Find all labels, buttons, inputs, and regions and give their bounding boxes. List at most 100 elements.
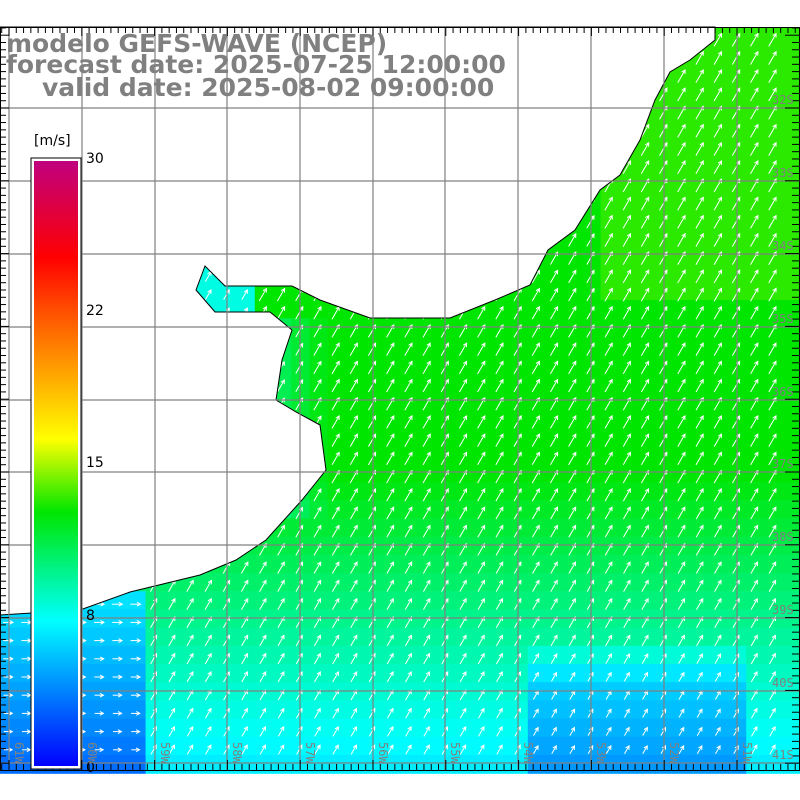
speed-cell [400, 645, 420, 665]
speed-cell [527, 354, 547, 374]
speed-cell [109, 609, 128, 629]
wind-arrow [241, 597, 249, 610]
wind-arrow [331, 415, 340, 429]
speed-cell [764, 463, 784, 483]
speed-cell [673, 63, 693, 83]
wind-arrow [350, 634, 358, 647]
speed-cell [109, 718, 128, 738]
wind-arrow [677, 87, 686, 102]
wind-arrow [131, 747, 141, 753]
wind-arrow [531, 342, 540, 356]
speed-cell [564, 627, 583, 647]
speed-cell [746, 573, 765, 592]
wind-arrow [641, 561, 649, 574]
speed-cell [709, 154, 729, 174]
speed-cell [709, 63, 729, 83]
wind-arrow [531, 360, 540, 375]
speed-cell [418, 445, 438, 465]
wind-arrow [130, 601, 142, 607]
wind-arrow [405, 725, 412, 737]
speed-cell [764, 427, 784, 447]
speed-cell [564, 591, 583, 610]
speed-cell [691, 554, 711, 574]
wind-arrow [695, 415, 704, 429]
speed-cell [309, 627, 329, 647]
wind-arrow [769, 725, 776, 737]
speed-cell [455, 645, 474, 665]
speed-cell [691, 81, 711, 101]
speed-cell [618, 227, 638, 246]
speed-cell [709, 81, 729, 101]
speed-cell [764, 591, 784, 610]
speed-cell [491, 372, 511, 392]
wind-arrow [277, 689, 285, 701]
speed-cell [691, 518, 711, 538]
speed-cell [600, 336, 620, 356]
wind-arrow [349, 524, 358, 538]
wind-arrow [313, 342, 322, 356]
wind-arrow [477, 689, 485, 701]
speed-cell [200, 645, 219, 665]
speed-cell [455, 536, 474, 556]
speed-cell [345, 518, 365, 538]
wind-arrow [713, 87, 723, 102]
wind-arrow [750, 123, 759, 138]
speed-cell [600, 445, 620, 465]
speed-cell [746, 609, 765, 629]
speed-cell [218, 645, 238, 665]
speed-cell [600, 409, 620, 428]
wind-arrow [386, 342, 395, 356]
speed-cell [309, 372, 329, 392]
speed-cell [618, 245, 638, 265]
speed-cell [637, 554, 656, 574]
wind-arrow [713, 415, 722, 429]
wind-arrow [205, 725, 212, 737]
wind-arrow [604, 196, 613, 211]
speed-cell [455, 445, 474, 465]
wind-arrow [3, 711, 14, 716]
speed-cell [345, 536, 365, 556]
speed-cell [327, 409, 347, 428]
wind-arrow [531, 415, 540, 429]
speed-cell [600, 263, 620, 283]
wind-arrow [605, 653, 612, 664]
wind-arrow [768, 87, 777, 102]
wind-arrow [750, 597, 758, 610]
speed-cell [400, 336, 420, 356]
wind-arrow [386, 524, 395, 538]
wind-arrow [205, 744, 212, 755]
wind-arrow [3, 674, 14, 680]
speed-cell [491, 609, 511, 629]
speed-cell [91, 736, 110, 756]
speed-cell [709, 190, 729, 210]
wind-arrow [423, 707, 430, 719]
wind-arrow [423, 744, 430, 755]
speed-cell [691, 227, 711, 246]
wind-arrow [423, 671, 431, 683]
speed-cell [546, 245, 565, 265]
wind-arrow [641, 597, 649, 610]
speed-cell [345, 482, 365, 501]
land-mask [0, 26, 716, 616]
speed-cell [691, 573, 711, 592]
speed-cell [618, 609, 638, 629]
speed-cell [273, 300, 292, 319]
wind-arrow [112, 620, 124, 625]
speed-cell [564, 263, 583, 283]
wind-arrow [768, 433, 777, 447]
wind-arrow [277, 579, 285, 592]
wind-arrow [604, 506, 613, 520]
speed-cell [473, 482, 492, 501]
speed-cell [600, 609, 620, 629]
wind-arrow [186, 597, 194, 610]
speed-cell [327, 591, 347, 610]
wind-arrow [386, 451, 395, 466]
wind-arrow [568, 561, 576, 574]
speed-cell [764, 281, 784, 301]
speed-cell [327, 573, 347, 592]
wind-arrow [549, 342, 559, 356]
wind-arrow [186, 744, 194, 755]
speed-cell [382, 409, 401, 428]
speed-cell [709, 627, 729, 647]
speed-cell [127, 664, 147, 683]
